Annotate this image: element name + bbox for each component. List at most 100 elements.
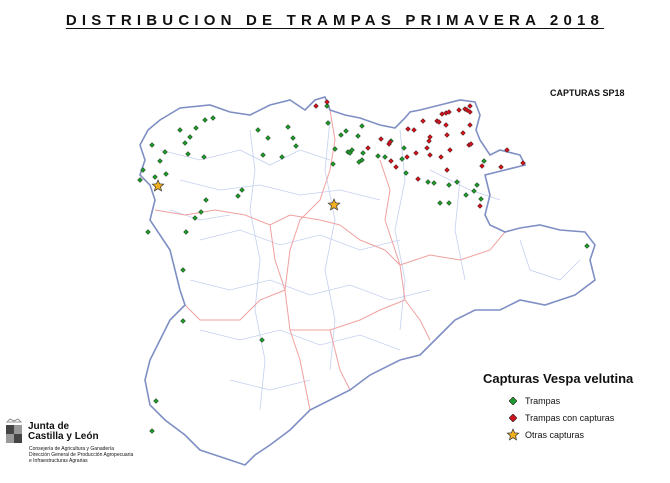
coat-of-arms-icon <box>6 418 22 443</box>
trap-marker <box>382 154 388 160</box>
trap-with-capture-marker <box>504 147 510 153</box>
trap-marker <box>359 123 365 129</box>
trap-with-capture-marker <box>427 134 433 140</box>
trap-marker <box>153 398 159 404</box>
trap-marker <box>332 146 338 152</box>
trap-marker <box>343 128 349 134</box>
trap-marker <box>255 127 261 133</box>
trap-with-capture-marker <box>427 152 433 158</box>
district-border <box>519 239 581 281</box>
trap-with-capture-marker <box>456 107 462 113</box>
trap-marker <box>140 167 146 173</box>
trap-marker <box>355 133 361 139</box>
trap-marker <box>338 132 344 138</box>
trap-with-capture-marker <box>411 127 417 133</box>
trap-with-capture-marker <box>413 150 419 156</box>
trap-with-capture-marker <box>467 109 473 115</box>
trap-with-capture-marker <box>477 203 483 209</box>
trap-marker <box>185 151 191 157</box>
trap-marker <box>198 209 204 215</box>
trap-marker <box>149 428 155 434</box>
logo-dept-line1: Consejería de Agricultura y Ganadería <box>29 446 115 452</box>
trap-marker <box>279 154 285 160</box>
trap-marker <box>293 143 299 149</box>
district-border <box>179 179 381 201</box>
trap-marker <box>481 158 487 164</box>
map-subtitle: CAPTURAS SP18 <box>550 88 625 98</box>
logo-dept-line2: Dirección General de Producción Agropecu… <box>29 452 134 458</box>
trap-marker <box>446 182 452 188</box>
trap-marker <box>157 158 163 164</box>
province-border <box>269 224 286 291</box>
province-border <box>184 289 286 321</box>
legend-label: Trampas con capturas <box>525 412 615 423</box>
trap-with-capture-marker <box>424 145 430 151</box>
trap-marker <box>325 120 331 126</box>
trap-with-capture-marker <box>388 158 394 164</box>
trap-points <box>137 99 590 434</box>
province-border <box>289 329 311 411</box>
trap-with-capture-marker <box>460 130 466 136</box>
trap-with-capture-marker <box>467 103 473 109</box>
province-border <box>290 299 406 331</box>
province-border <box>154 209 341 226</box>
trap-marker <box>162 149 168 155</box>
trap-marker <box>210 115 216 121</box>
province-borders <box>154 109 506 411</box>
trap-marker <box>425 179 431 185</box>
trap-marker <box>259 337 265 343</box>
district-border <box>394 129 406 331</box>
trap-marker <box>324 103 330 109</box>
star-icon <box>506 427 520 441</box>
trap-with-capture-marker <box>498 164 504 170</box>
trap-marker <box>152 174 158 180</box>
province-border <box>339 224 406 301</box>
other-capture-star <box>327 198 341 211</box>
trap-marker <box>454 179 460 185</box>
district-borders <box>159 119 581 411</box>
trap-with-capture-marker <box>444 132 450 138</box>
trap-marker <box>437 200 443 206</box>
trap-with-capture-marker <box>415 176 421 182</box>
trap-with-capture-marker <box>436 119 442 125</box>
trap-marker <box>446 200 452 206</box>
trap-marker <box>187 134 193 140</box>
logo-name-line2: Castilla y León <box>28 431 99 442</box>
district-border <box>229 379 311 391</box>
district-border <box>169 209 231 221</box>
trap-with-capture-marker <box>439 111 445 117</box>
trap-with-capture-marker <box>404 154 410 160</box>
trap-with-capture-marker <box>438 154 444 160</box>
map-title: DISTRIBUCION DE TRAMPAS PRIMAVERA 2018 <box>65 12 605 29</box>
trap-marker <box>182 140 188 146</box>
trap-with-capture-marker <box>313 103 319 109</box>
trap-marker <box>192 215 198 221</box>
district-border <box>324 119 336 371</box>
legend-item-otras-capturas: Otras capturas <box>501 426 633 443</box>
trap-marker <box>478 196 484 202</box>
legend: Capturas Vespa velutina Trampas Trampas … <box>483 371 633 443</box>
logo-name-line1: Junta de <box>28 421 70 432</box>
trap-marker <box>177 127 183 133</box>
province-border <box>329 329 351 391</box>
province-border <box>399 231 506 266</box>
trap-marker <box>474 182 480 188</box>
trap-marker <box>375 153 381 159</box>
province-border <box>284 109 336 331</box>
trap-with-capture-marker <box>479 163 485 169</box>
trap-marker <box>356 159 362 165</box>
trap-marker <box>235 193 241 199</box>
trap-marker <box>137 177 143 183</box>
trap-marker <box>290 135 296 141</box>
legend-item-trampas: Trampas <box>501 392 633 409</box>
trap-marker <box>180 318 186 324</box>
trap-with-capture-marker <box>426 138 432 144</box>
trap-marker <box>330 161 336 167</box>
green-diamond-icon <box>509 396 517 405</box>
trap-marker <box>360 150 366 156</box>
trap-marker <box>431 180 437 186</box>
legend-title: Capturas Vespa velutina <box>483 371 634 386</box>
trap-marker <box>265 135 271 141</box>
trap-with-capture-marker <box>405 126 411 132</box>
